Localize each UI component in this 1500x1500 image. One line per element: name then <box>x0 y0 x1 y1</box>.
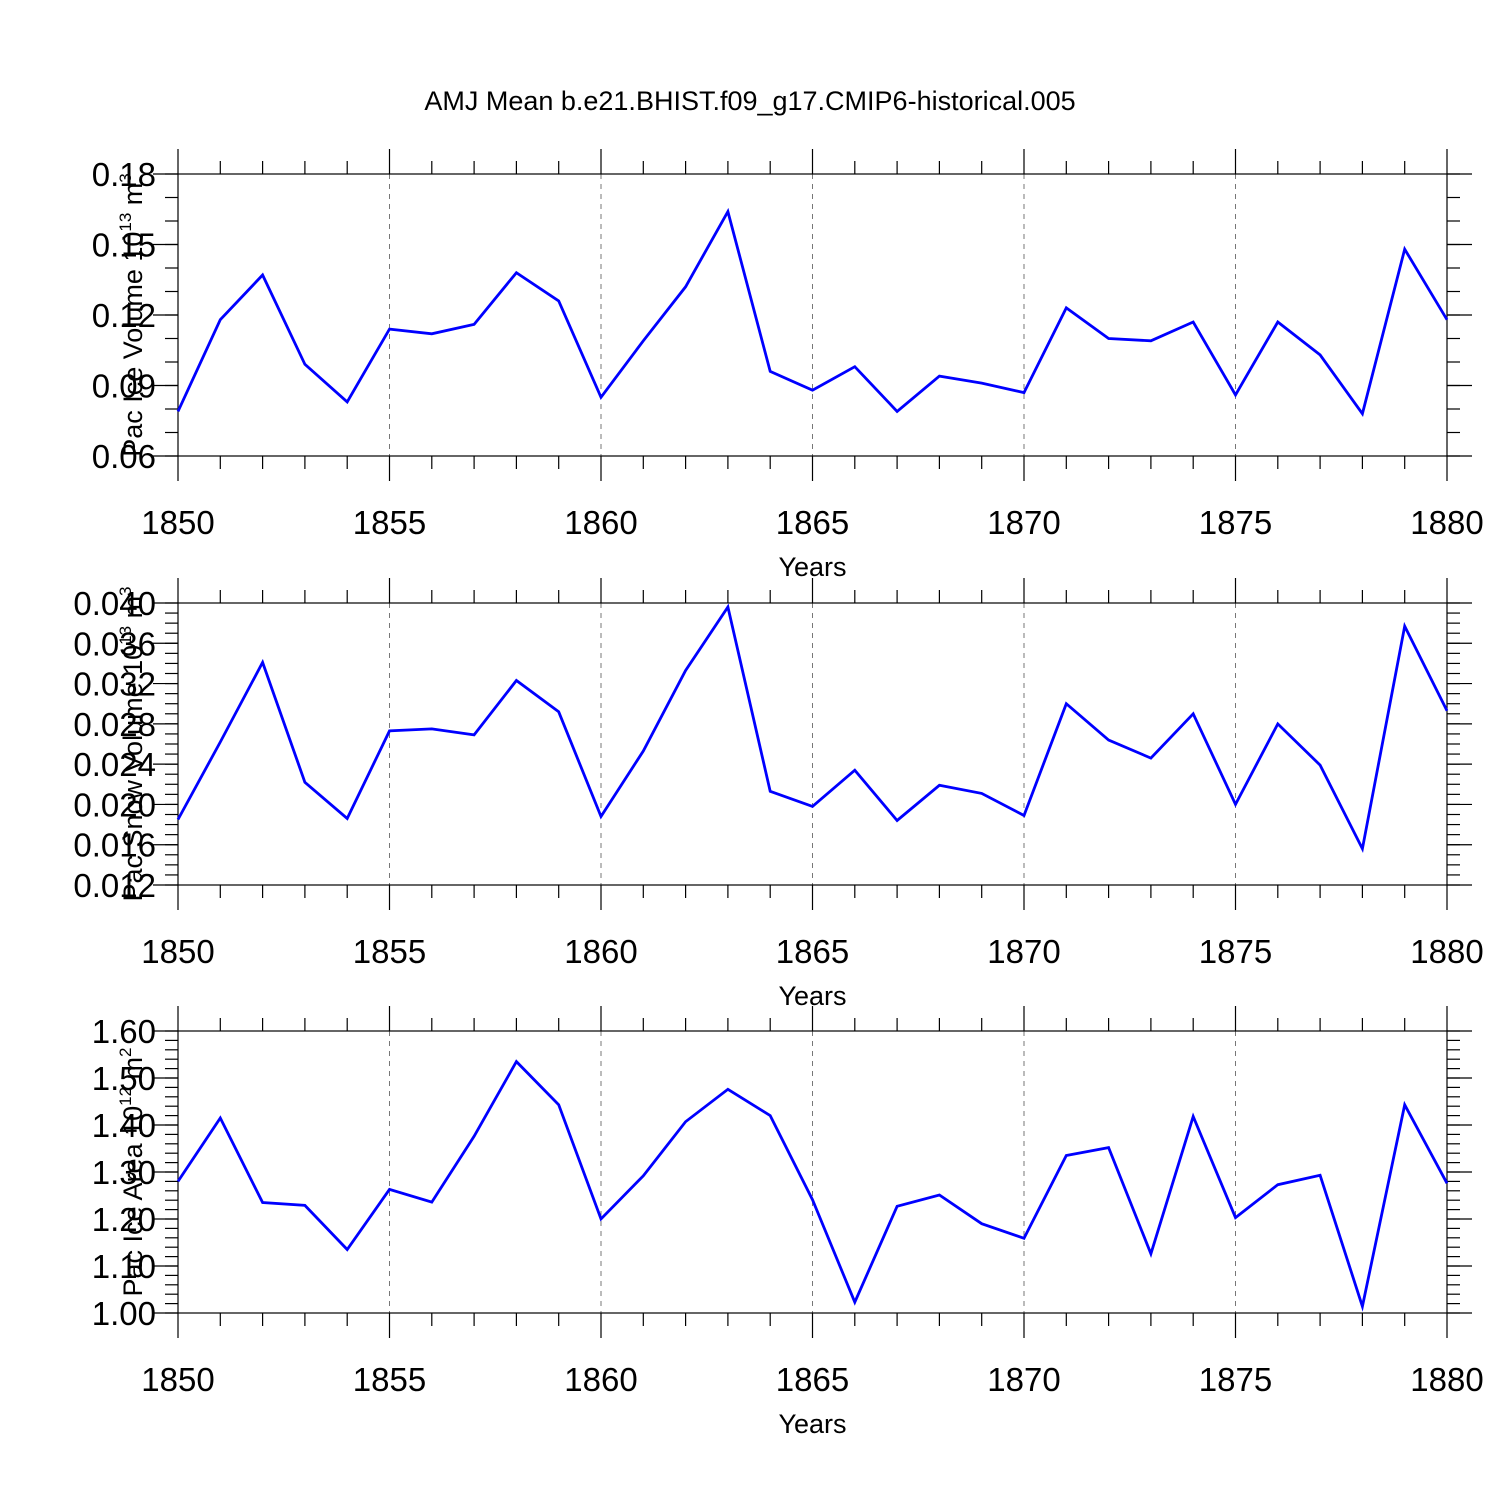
y-tick-label: 1.30 <box>92 1154 156 1191</box>
x-tick-label: 1875 <box>1199 504 1272 541</box>
x-tick-label: 1865 <box>776 504 849 541</box>
chart-panel-1: 0.06 0.09 0.12 0.15 0.18 1850 1855 1860 1865 1870… <box>92 149 1484 582</box>
y-tick-label: 0.18 <box>92 156 156 193</box>
y-tick-label: 0.09 <box>92 368 156 405</box>
x-tick-label: 1870 <box>987 504 1060 541</box>
x-tick-label: 1865 <box>776 933 849 970</box>
y-tick-label: 0.032 <box>73 666 156 703</box>
y-tick-label: 1.60 <box>92 1013 156 1050</box>
y-tick-label: 1.40 <box>92 1107 156 1144</box>
x-tick-label: 1870 <box>987 933 1060 970</box>
x-axis-label: Years <box>778 552 846 582</box>
y-tick-label: 0.020 <box>73 786 156 823</box>
x-tick-label: 1860 <box>564 933 637 970</box>
x-tick-label: 1880 <box>1410 504 1483 541</box>
x-tick-label: 1860 <box>564 1361 637 1398</box>
x-axis-label: Years <box>778 1409 846 1439</box>
x-tick-label: 1860 <box>564 504 637 541</box>
x-tick-label: 1875 <box>1199 1361 1272 1398</box>
x-tick-label: 1865 <box>776 1361 849 1398</box>
y-tick-label: 0.040 <box>73 585 156 622</box>
x-tick-label: 1880 <box>1410 933 1483 970</box>
y-tick-label: 0.024 <box>73 746 156 783</box>
x-tick-label: 1850 <box>141 504 214 541</box>
y-tick-label: 1.20 <box>92 1201 156 1238</box>
y-tick-label: 1.50 <box>92 1060 156 1097</box>
x-tick-label: 1855 <box>353 933 426 970</box>
y-tick-label: 1.10 <box>92 1248 156 1285</box>
x-tick-label: 1850 <box>141 1361 214 1398</box>
y-axis-label: Pac Snow Volume 1013 m3 <box>116 586 148 901</box>
y-tick-label: 0.012 <box>73 867 156 904</box>
figure-title: AMJ Mean b.e21.BHIST.f09_g17.CMIP6-histo… <box>424 86 1075 116</box>
y-tick-label: 0.036 <box>73 625 156 662</box>
x-tick-label: 1850 <box>141 933 214 970</box>
y-axis-label: Pac Ice Area 1012 m2 <box>116 1047 148 1296</box>
chart-panel-3: 1.00 1.10 1.20 1.30 1.40 1.50 1.60 1850 1855 1860… <box>92 1006 1484 1439</box>
x-tick-label: 1875 <box>1199 933 1272 970</box>
x-tick-label: 1870 <box>987 1361 1060 1398</box>
y-tick-label: 0.06 <box>92 438 156 475</box>
series-line <box>176 207 1449 417</box>
panels: 0.06 0.09 0.12 0.15 0.18 1850 1855 1860 1865 1870… <box>73 149 1484 1439</box>
series-line <box>176 1059 1449 1312</box>
x-tick-label: 1855 <box>353 504 426 541</box>
y-axis-label: Pac Ice Volume 1013 m3 <box>116 173 148 457</box>
series-line <box>176 603 1449 854</box>
y-tick-label: 0.016 <box>73 827 156 864</box>
y-tick-label: 1.00 <box>92 1295 156 1332</box>
y-tick-label: 0.028 <box>73 706 156 743</box>
x-tick-label: 1880 <box>1410 1361 1483 1398</box>
x-tick-label: 1855 <box>353 1361 426 1398</box>
y-tick-label: 0.15 <box>92 227 156 264</box>
y-tick-label: 0.12 <box>92 297 156 334</box>
